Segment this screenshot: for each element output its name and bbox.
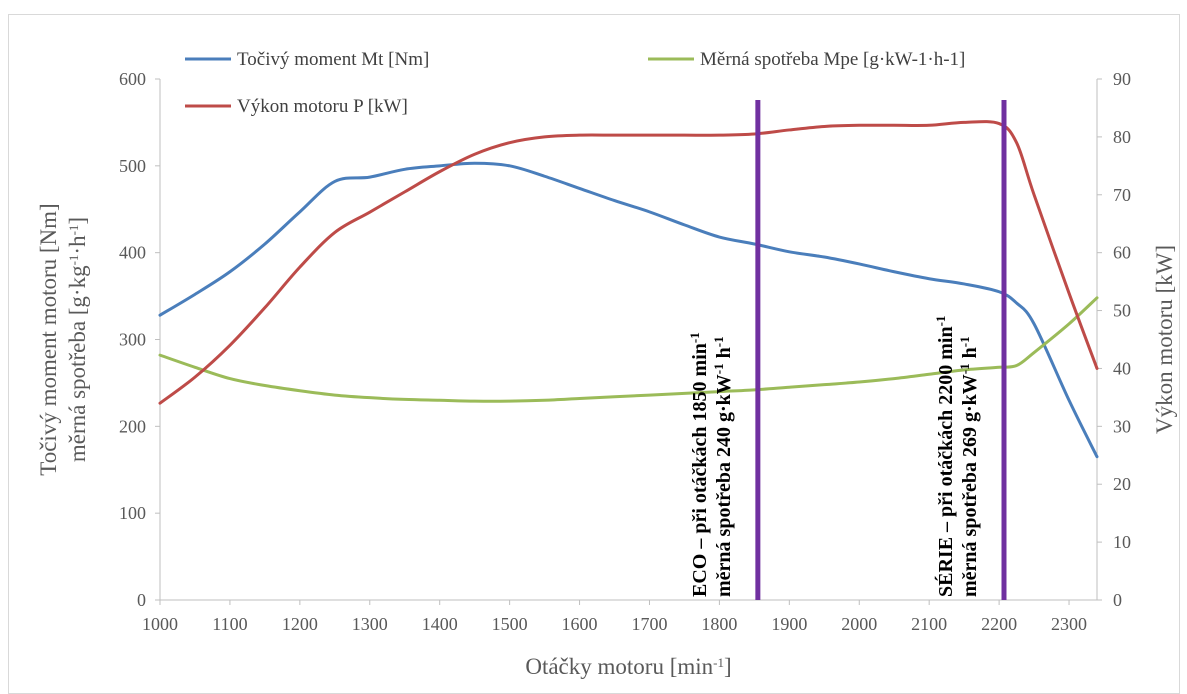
- legend: Točivý moment Mt [Nm] Měrná spotřeba Mpe …: [185, 49, 965, 117]
- eco-annotation-line2: měrná spotřeba 240 g·kW-1 h-1: [710, 336, 735, 597]
- serie-annotation-line1: SÉRIE – při otáčkách 2200 min-1: [932, 316, 957, 597]
- y-left-axis-title-line2: měrná spotřeba [g·kg-1·h-1]: [65, 217, 90, 462]
- x-tick-label: 2000: [841, 614, 877, 634]
- series-consumption-line: [158, 296, 1099, 403]
- plot-lines: [158, 120, 1099, 459]
- x-tick-label: 2100: [911, 614, 947, 634]
- serie-annotation-line2: měrná spotřeba 269 g·kW-1 h-1: [956, 336, 981, 597]
- x-tick-label: 1200: [282, 614, 318, 634]
- x-tick-label: 1800: [701, 614, 737, 634]
- x-tick-label: 1300: [352, 614, 388, 634]
- y-right-tick-label: 30: [1113, 416, 1131, 436]
- x-tick-label: 1700: [631, 614, 667, 634]
- x-tick-label: 1900: [771, 614, 807, 634]
- y-left-tick-label: 600: [119, 69, 146, 89]
- y-right-tick-label: 50: [1113, 301, 1131, 321]
- x-tick-label: 1000: [142, 614, 178, 634]
- eco-annotation-line1: ECO – při otáčkách 1850 min-1: [686, 332, 711, 597]
- x-tick-label: 1500: [492, 614, 528, 634]
- y-left-tick-label: 200: [119, 416, 146, 436]
- x-tick-label: 1400: [422, 614, 458, 634]
- chart: 1000 1100 1200 1300 1400 1500 1600 1700 1800 1900…: [36, 49, 1177, 679]
- y-left-tick-label: 300: [119, 330, 146, 350]
- y-right-tick-label: 60: [1113, 243, 1131, 263]
- x-tick-label: 1100: [212, 614, 247, 634]
- y-right-tick-label: 40: [1113, 358, 1131, 378]
- series-torque-line: [158, 161, 1099, 459]
- legend-torque-label: Točivý moment Mt [Nm]: [237, 49, 429, 70]
- axes: 1000 1100 1200 1300 1400 1500 1600 1700 1800 1900…: [36, 69, 1177, 679]
- y-left-axis-title-line1: Točivý moment motoru [Nm]: [36, 203, 61, 475]
- x-tick-label: 1600: [562, 614, 598, 634]
- x-axis-title: Otáčky motoru [min-1]: [525, 654, 731, 679]
- y-right-tick-label: 10: [1113, 532, 1131, 552]
- y-right-tick-label: 0: [1113, 590, 1122, 610]
- y-left-tick-label: 0: [137, 590, 146, 610]
- y-right-tick-label: 80: [1113, 127, 1131, 147]
- y-left-tick-label: 500: [119, 156, 146, 176]
- y-left-tick-label: 100: [119, 503, 146, 523]
- series-power-line: [158, 120, 1099, 405]
- legend-consumption-label: Měrná spotřeba Mpe [g·kW-1·h-1]: [700, 49, 965, 70]
- y-right-tick-label: 20: [1113, 474, 1131, 494]
- y-right-axis-title: Výkon motoru [kW]: [1152, 245, 1177, 434]
- legend-power-label: Výkon motoru P [kW]: [237, 96, 408, 117]
- y-left-tick-label: 400: [119, 243, 146, 263]
- y-right-tick-label: 70: [1113, 185, 1131, 205]
- y-right-tick-label: 90: [1113, 69, 1131, 89]
- x-tick-label: 2200: [981, 614, 1017, 634]
- x-tick-label: 2300: [1051, 614, 1087, 634]
